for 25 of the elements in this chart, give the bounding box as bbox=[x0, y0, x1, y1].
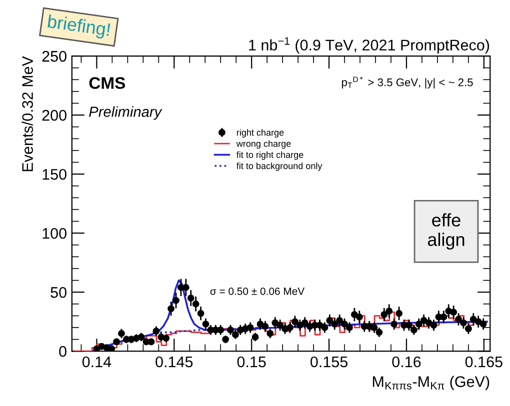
x-tick-label: 0.16 bbox=[392, 356, 421, 368]
legend-label: wrong charge bbox=[236, 140, 291, 149]
legend-label: right charge bbox=[236, 129, 284, 138]
y-tick-label: 0 bbox=[59, 346, 66, 357]
y-axis-title: Events/0.32 MeV bbox=[22, 56, 33, 172]
x-tick-label: 0.145 bbox=[156, 356, 193, 368]
y-tick-label: 200 bbox=[42, 110, 66, 121]
x-tick-label: 0.155 bbox=[310, 356, 348, 368]
text: briefing! bbox=[47, 14, 110, 40]
legend-label: fit to right charge bbox=[236, 151, 304, 160]
legend-label: fit to background only bbox=[236, 162, 322, 171]
annotation: σ = 0.50 ± 0.06 MeV bbox=[210, 288, 305, 295]
x-tick-label: 0.15 bbox=[237, 356, 266, 368]
annotation: Preliminary bbox=[89, 106, 162, 120]
x-tick-label: 0.14 bbox=[82, 356, 112, 368]
x-tick-label: 0.165 bbox=[465, 356, 502, 368]
y-tick-label: 250 bbox=[42, 50, 66, 62]
chart-title: 1 nb$^{−1}$ (0.9 TeV, 2021 PromptReco) bbox=[249, 37, 490, 54]
x-axis-title: M$_{Kππs}$-M$_{Kπ}$ (GeV) bbox=[372, 376, 490, 390]
annotation: effe align bbox=[428, 213, 464, 250]
y-tick-label: 150 bbox=[42, 168, 66, 180]
annotation: CMS bbox=[89, 77, 126, 89]
y-tick-label: 50 bbox=[50, 287, 66, 298]
y-tick-label: 100 bbox=[42, 228, 66, 239]
annotation: p$_{T}$$^{D*}$ > 3.5 GeV, |y| < ~ 2.5 bbox=[342, 76, 473, 89]
